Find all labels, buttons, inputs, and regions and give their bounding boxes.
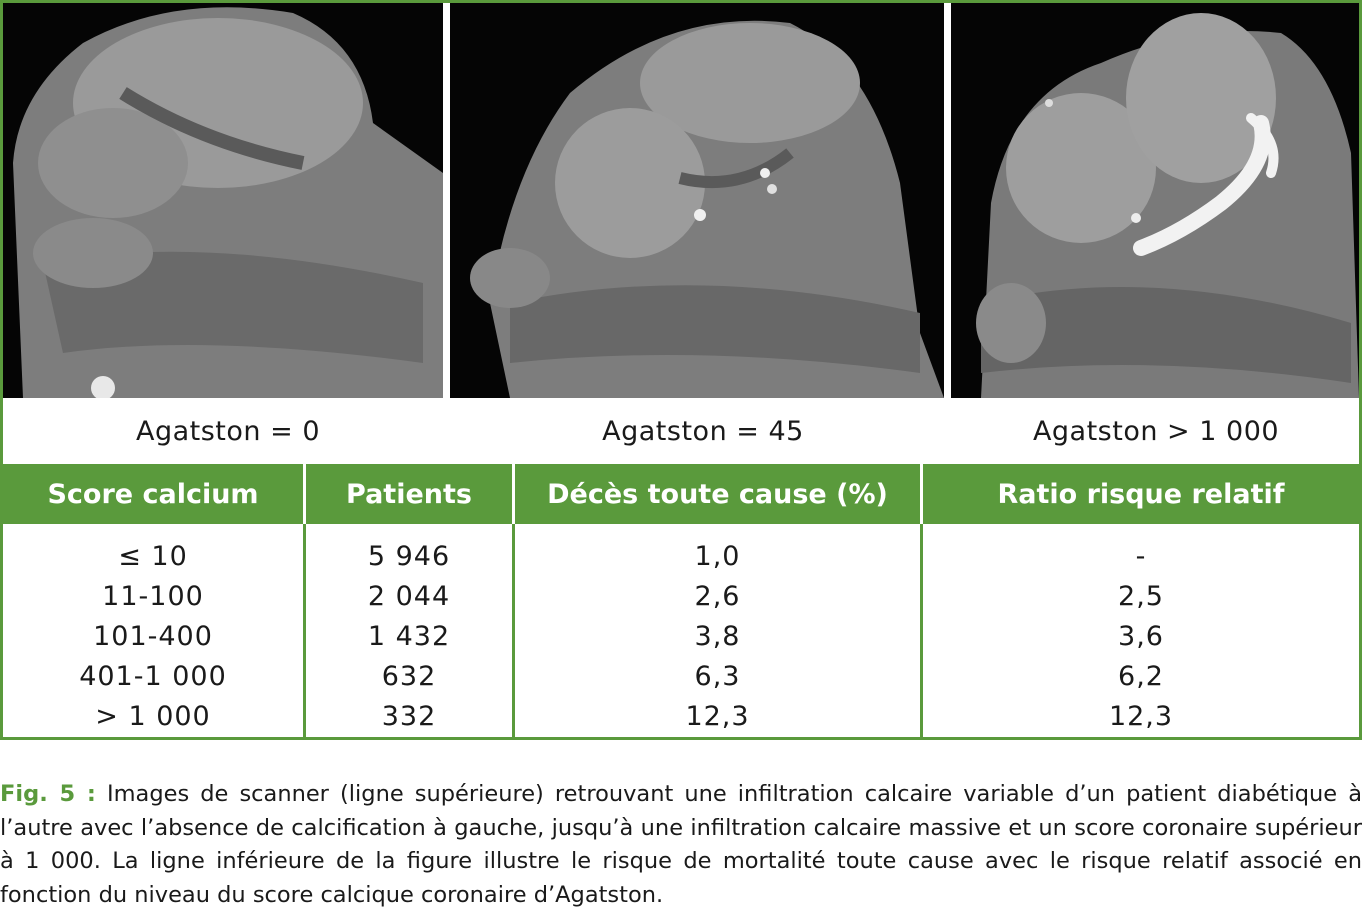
- column-header-score: Score calcium: [3, 464, 306, 524]
- figure-panel: Agatston = 0 Agatston = 45 Agatston > 1 …: [0, 0, 1362, 740]
- column-header-patients: Patients: [306, 464, 515, 524]
- image-caption-2: Agatston = 45: [602, 415, 804, 447]
- ct-scan-image-1: [3, 3, 443, 398]
- table-cell: -: [1135, 540, 1147, 572]
- table-cell: 401-1 000: [79, 660, 227, 692]
- column-deaths: 1,0 2,6 3,8 6,3 12,3: [515, 524, 923, 737]
- table-body: ≤ 10 11-100 101-400 401-1 000 > 1 000 5 …: [3, 524, 1359, 737]
- table-cell: 12,3: [685, 700, 750, 732]
- figure-caption: Fig. 5 : Images de scanner (ligne supéri…: [0, 778, 1362, 912]
- table-cell: 6,3: [694, 660, 741, 692]
- figure-caption-body: Images de scanner (ligne supérieure) ret…: [0, 781, 1362, 908]
- table-cell: 2,5: [1118, 580, 1164, 612]
- ct-scan-image-2: [450, 3, 944, 398]
- table-cell: 3,6: [1118, 620, 1164, 652]
- ct-image-row: [3, 3, 1359, 398]
- table-cell: 5 946: [367, 540, 451, 572]
- image-captions: Agatston = 0 Agatston = 45 Agatston > 1 …: [3, 398, 1359, 464]
- table-cell: 632: [381, 660, 437, 692]
- table-cell: 2 044: [367, 580, 451, 612]
- column-score: ≤ 10 11-100 101-400 401-1 000 > 1 000: [3, 524, 306, 737]
- figure-label: Fig. 5 :: [0, 781, 96, 807]
- column-header-relative-risk: Ratio risque relatif: [997, 478, 1285, 510]
- risk-table: Score calcium Patients Décès toute cause…: [3, 464, 1359, 737]
- table-cell: 2,6: [694, 580, 741, 612]
- table-cell: 1 432: [367, 620, 451, 652]
- image-caption-1: Agatston = 0: [136, 415, 320, 447]
- table-cell: 332: [381, 700, 437, 732]
- table-cell: > 1 000: [95, 700, 211, 732]
- image-caption-3: Agatston > 1 000: [1032, 415, 1280, 447]
- column-header-deaths: Décès toute cause (%): [515, 464, 923, 524]
- table-cell: 11-100: [102, 580, 204, 612]
- table-cell: 12,3: [1108, 700, 1174, 732]
- table-cell: 3,8: [694, 620, 741, 652]
- table-cell: 101-400: [93, 620, 213, 652]
- column-relative-risk: - 2,5 3,6 6,2 12,3: [923, 524, 1359, 737]
- table-cell: 1,0: [694, 540, 741, 572]
- column-patients: 5 946 2 044 1 432 632 332: [306, 524, 515, 737]
- table-header: Score calcium Patients Décès toute cause…: [3, 464, 1359, 524]
- table-cell: ≤ 10: [118, 540, 188, 572]
- table-cell: 6,2: [1118, 660, 1164, 692]
- ct-scan-image-3: [951, 3, 1359, 398]
